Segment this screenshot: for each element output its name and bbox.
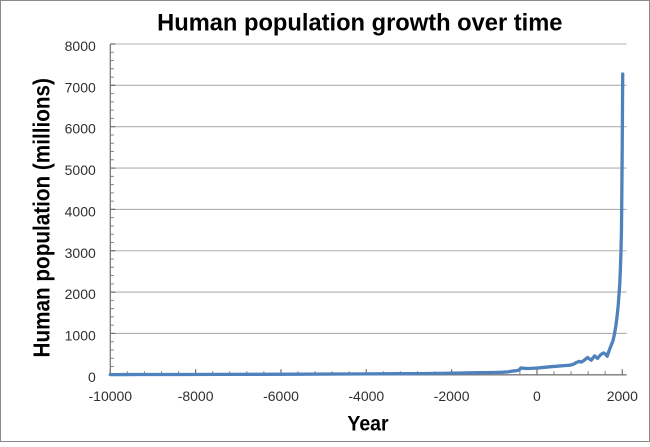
svg-text:-6000: -6000 [263, 388, 299, 404]
svg-text:Human population growth over t: Human population growth over time [157, 11, 562, 37]
svg-text:0: 0 [533, 388, 541, 404]
svg-text:-8000: -8000 [178, 388, 214, 404]
svg-text:-10000: -10000 [89, 388, 133, 404]
svg-text:3000: 3000 [65, 245, 96, 261]
svg-text:4000: 4000 [65, 203, 96, 219]
svg-text:-4000: -4000 [348, 388, 384, 404]
svg-text:Human population (millions): Human population (millions) [28, 78, 54, 357]
svg-text:8000: 8000 [65, 38, 96, 54]
svg-text:-2000: -2000 [434, 388, 470, 404]
svg-text:5000: 5000 [65, 162, 96, 178]
svg-text:2000: 2000 [607, 388, 638, 404]
svg-text:1000: 1000 [65, 327, 96, 343]
svg-text:6000: 6000 [65, 121, 96, 137]
svg-text:0: 0 [88, 369, 96, 385]
svg-text:Year: Year [347, 413, 388, 436]
svg-text:2000: 2000 [65, 286, 96, 302]
svg-text:7000: 7000 [65, 79, 96, 95]
